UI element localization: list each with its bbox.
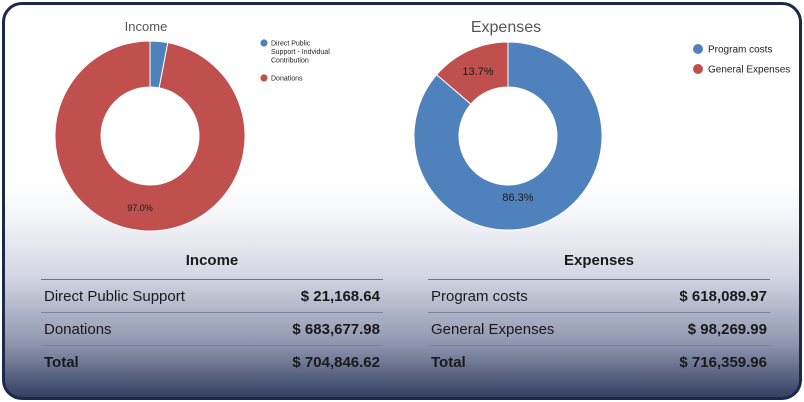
income-row-donations: Donations $ 683,677.98 <box>41 313 383 346</box>
row-label: Program costs <box>431 287 528 305</box>
expenses-summary-rule <box>428 279 770 280</box>
total-value: $ 716,359.96 <box>679 353 767 371</box>
total-label: Total <box>431 353 466 371</box>
income-chart-svg: Income 97.0% Direct Public Support - Indvid… <box>54 19 330 232</box>
data-label: 13.7% <box>462 66 493 78</box>
row-value: $ 618,089.97 <box>679 287 767 305</box>
data-label: 97.0% <box>127 203 153 213</box>
row-value: $ 683,677.98 <box>292 320 380 338</box>
pie-slice-2 <box>436 41 509 105</box>
expenses-row-program-costs: Program costs $ 618,089.97 <box>428 280 770 313</box>
legend-label: Donations <box>271 75 303 82</box>
expenses-summary: Expenses Program costs $ 618,089.97 Gene… <box>428 249 770 378</box>
legend-marker <box>693 44 703 54</box>
income-summary-title: Income <box>185 252 239 269</box>
row-label: General Expenses <box>431 320 555 338</box>
income-chart: Income 97.0% Direct Public Support - Indvid… <box>5 5 395 240</box>
legend-marker <box>693 64 703 74</box>
data-label: 86.3% <box>502 192 533 204</box>
expenses-summary-title: Expenses <box>563 252 635 269</box>
income-summary-rule <box>41 279 383 280</box>
expenses-row-general-expenses: General Expenses $ 98,269.99 <box>428 313 770 346</box>
total-label: Total <box>44 353 79 371</box>
income-summary: Income Direct Public Support $ 21,168.64… <box>41 249 383 378</box>
income-row-direct-public-support: Direct Public Support $ 21,168.64 <box>41 280 383 313</box>
row-label: Direct Public Support <box>44 287 185 305</box>
legend-marker <box>260 74 268 82</box>
legend-label: General Expenses <box>708 65 790 76</box>
pie-slice-1 <box>413 41 603 231</box>
total-value: $ 704,846.62 <box>292 353 380 371</box>
row-label: Donations <box>44 320 112 338</box>
expenses-chart-svg: Expenses 86.3% 13.7% Program costs General E… <box>413 19 790 231</box>
legend-label: Direct Public Support - Indvidual Contribu… <box>271 40 330 64</box>
chart-title: Income <box>125 19 168 34</box>
legend-marker <box>260 39 268 47</box>
expenses-row-total: Total $ 716,359.96 <box>428 346 770 378</box>
legend-label: Program costs <box>708 45 772 56</box>
row-value: $ 21,168.64 <box>300 287 380 305</box>
income-row-total: Total $ 704,846.62 <box>41 346 383 378</box>
row-value: $ 98,269.99 <box>687 320 767 338</box>
expenses-chart: Expenses 86.3% 13.7% Program costs General E… <box>400 5 795 240</box>
pie-slice-2 <box>54 40 246 232</box>
chart-title: Expenses <box>471 19 541 36</box>
